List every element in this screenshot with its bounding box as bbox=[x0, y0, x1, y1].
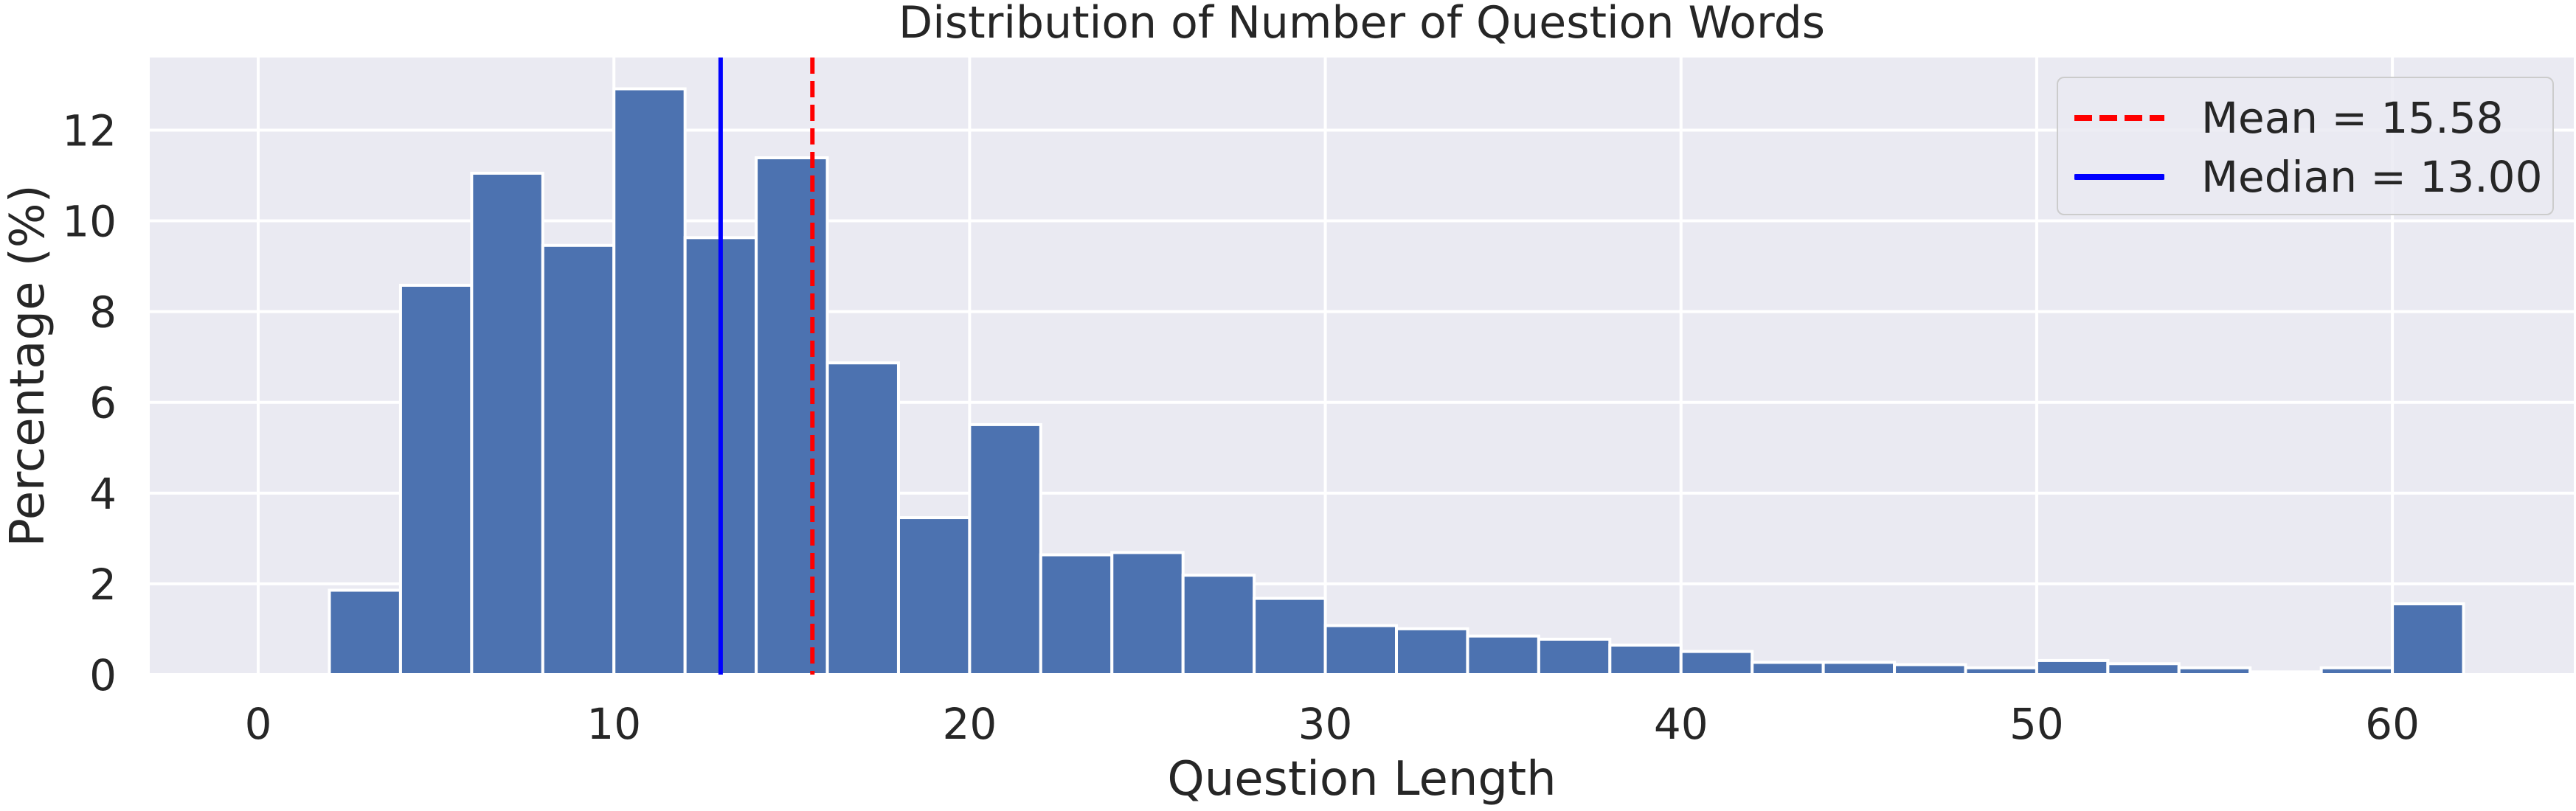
x-axis-ticks: 0 10 20 30 40 50 60 bbox=[245, 699, 2420, 749]
y-tick-label: 10 bbox=[62, 197, 117, 247]
x-tick-label: 40 bbox=[1654, 699, 1708, 749]
histogram-bar bbox=[1039, 553, 1114, 677]
histogram-bar bbox=[1181, 574, 1256, 676]
histogram-bar bbox=[470, 171, 544, 676]
x-tick-label: 20 bbox=[942, 699, 997, 749]
legend: Mean = 15.58 Median = 13.00 bbox=[2057, 77, 2554, 215]
histogram-bar bbox=[825, 361, 900, 676]
histogram-bar bbox=[612, 87, 687, 676]
histogram-bar bbox=[541, 243, 616, 676]
histogram-bar bbox=[755, 156, 829, 676]
histogram-bar bbox=[968, 422, 1042, 676]
y-tick-label: 12 bbox=[62, 105, 117, 156]
x-tick-label: 10 bbox=[586, 699, 641, 749]
dashed-line-icon bbox=[2074, 115, 2164, 121]
histogram-bar bbox=[1679, 650, 1754, 676]
y-axis-label: Percentage (%) bbox=[1, 184, 55, 547]
y-tick-label: 8 bbox=[89, 288, 117, 338]
y-tick-label: 4 bbox=[89, 469, 117, 519]
histogram-bar bbox=[328, 588, 402, 677]
histogram-bar bbox=[1253, 596, 1327, 677]
solid-line-icon bbox=[2074, 174, 2164, 180]
histogram-bar bbox=[2248, 670, 2323, 677]
x-axis-label: Question Length bbox=[1167, 752, 1557, 807]
chart-title: Distribution of Number of Question Words bbox=[899, 0, 1825, 49]
histogram-bar bbox=[2106, 662, 2181, 677]
histogram-bar bbox=[2035, 658, 2110, 677]
legend-label-median: Median = 13.00 bbox=[2201, 152, 2543, 202]
legend-label-mean: Mean = 15.58 bbox=[2201, 93, 2504, 143]
histogram-bar bbox=[896, 516, 972, 677]
reference-lines bbox=[718, 58, 815, 675]
histogram-bar bbox=[2319, 666, 2395, 676]
histogram-bar bbox=[1608, 643, 1683, 677]
histogram-bar bbox=[1110, 551, 1185, 677]
x-tick-label: 60 bbox=[2365, 699, 2420, 749]
y-tick-label: 0 bbox=[89, 650, 117, 700]
y-tick-label: 2 bbox=[89, 560, 117, 610]
histogram-bar bbox=[1323, 624, 1399, 676]
x-tick-label: 0 bbox=[245, 699, 272, 749]
histogram-bar bbox=[1395, 627, 1469, 677]
histogram-bar bbox=[2391, 602, 2465, 676]
y-tick-label: 6 bbox=[89, 378, 117, 428]
histogram-bar bbox=[1537, 637, 1612, 677]
histogram-bar bbox=[1893, 663, 1967, 676]
legend-item-median: Median = 13.00 bbox=[2058, 147, 2542, 206]
histogram-bars bbox=[328, 87, 2465, 677]
histogram-bar bbox=[1964, 666, 2038, 676]
histogram-bar bbox=[398, 283, 474, 676]
histogram-bar bbox=[2177, 666, 2252, 676]
x-tick-label: 50 bbox=[2009, 699, 2064, 749]
y-axis-ticks: 0 2 4 6 8 10 12 bbox=[62, 105, 117, 700]
histogram-bar bbox=[1821, 661, 1897, 677]
legend-item-mean: Mean = 15.58 bbox=[2058, 88, 2504, 147]
histogram-bar bbox=[1751, 661, 1825, 677]
x-tick-label: 30 bbox=[1298, 699, 1353, 749]
histogram-bar bbox=[1466, 634, 1540, 676]
